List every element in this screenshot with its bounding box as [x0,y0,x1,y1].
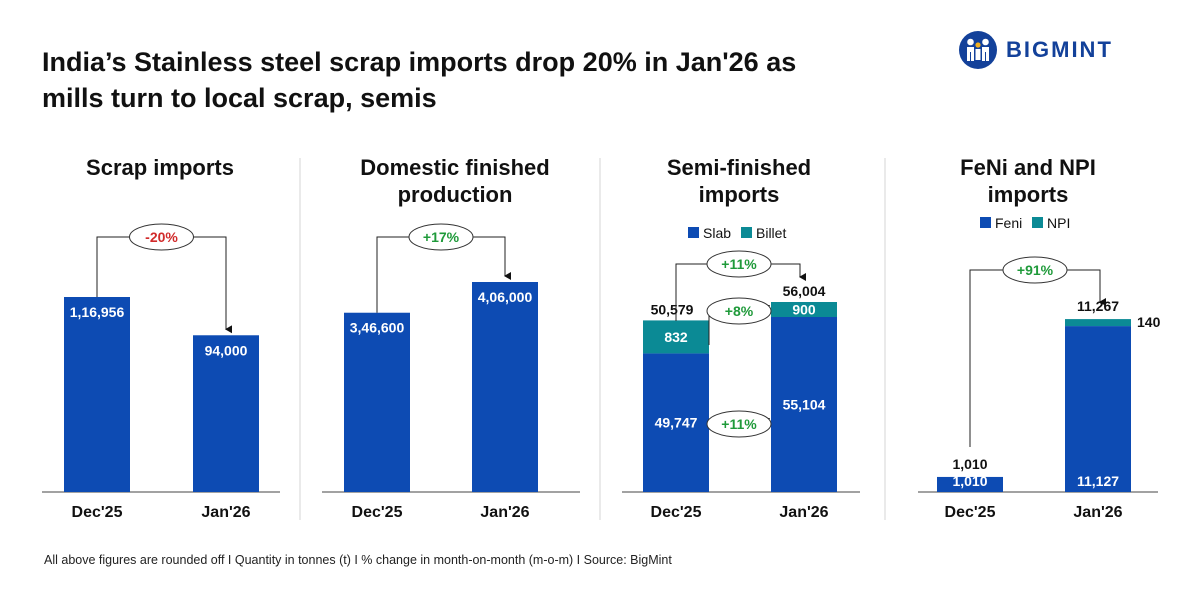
chart-title: Domestic finished [360,155,549,180]
bar-slab-label: 55,104 [783,397,826,413]
bar-billet [643,320,709,354]
bar-total-label: 50,579 [651,301,694,317]
change-badge-label: +91% [1017,262,1054,278]
bar-npi-label: 140 [1137,314,1161,330]
footer-note: All above figures are rounded off I Quan… [44,553,672,567]
x-tick-label: Dec'25 [945,504,996,521]
x-tick-label: Jan'26 [779,504,828,521]
legend-label-npi: NPI [1047,215,1070,231]
legend-label-slab: Slab [703,225,731,241]
chart-title: Semi-finished [667,155,811,180]
page-title: India’s Stainless steel scrap imports dr… [42,47,797,113]
chart-title: FeNi and NPI [960,155,1096,180]
bar-value-label: 94,000 [205,342,248,358]
bar-billet [771,302,837,317]
change-badge-total-label: +11% [721,256,757,272]
bar-value-label: 4,06,000 [478,289,533,305]
x-tick-label: Jan'26 [201,504,250,521]
x-tick-label: Dec'25 [352,504,403,521]
change-badge-ellipse [129,223,194,251]
chart-title: production [398,182,513,207]
bar-total-label: 11,267 [1077,298,1119,314]
change-badge-label: +17% [423,229,460,245]
x-tick-label: Dec'25 [651,504,702,521]
change-badge-total-ellipse [706,250,772,278]
bar-value-label: 3,46,600 [350,320,405,336]
change-badge-slab-label: +11% [721,416,757,432]
legend-swatch-npi [1032,217,1043,228]
bar-billet-label: 832 [664,329,688,345]
bar-slab-label: 49,747 [655,415,698,431]
bar-feni-label: 1,010 [952,473,987,489]
bar [472,282,538,492]
bar-feni [937,476,1003,492]
bar [64,297,130,492]
bar [344,312,410,492]
bar-slab [643,353,709,492]
legend-swatch-feni [980,217,991,228]
x-tick-label: Jan'26 [1073,504,1122,521]
bar-npi [1065,319,1131,327]
chart-title: imports [988,182,1069,207]
bar-total-label: 56,004 [783,283,826,299]
bar-billet-label: 900 [792,302,816,318]
legend-label-billet: Billet [756,225,786,241]
brand-logo: BIGMINT [958,28,1113,72]
bar-feni-label: 11,127 [1077,473,1119,489]
brand-name: BIGMINT [1006,37,1113,62]
bar-feni [1065,326,1131,492]
bar-value-label: 1,16,956 [70,304,125,320]
chart-title: Scrap imports [86,155,234,180]
chart-title: imports [699,182,780,207]
x-tick-label: Dec'25 [72,504,123,521]
legend-swatch-billet [741,227,752,238]
change-badge-ellipse [1002,256,1068,284]
legend-swatch-slab [688,227,699,238]
bar-total-label: 1,010 [952,456,987,472]
change-badge-label: -20% [145,229,178,245]
bar-slab [771,317,837,492]
bar [193,335,259,492]
change-badge-slab-ellipse [706,410,772,438]
x-tick-label: Jan'26 [480,504,529,521]
change-badge-billet-ellipse [706,297,772,325]
legend-label-feni: Feni [995,215,1022,231]
change-badge-billet-label: +8% [725,303,754,319]
people-logo-icon [959,31,997,69]
change-badge-ellipse [408,223,474,251]
